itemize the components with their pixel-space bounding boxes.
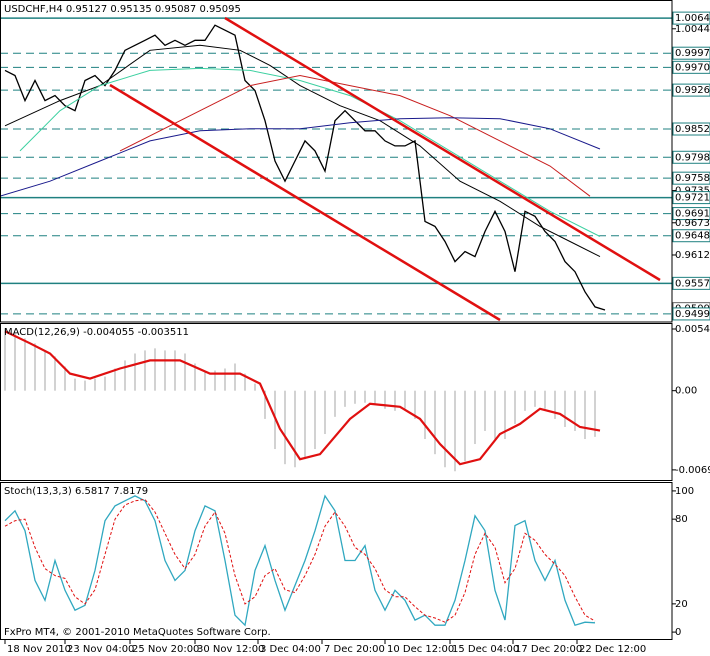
y-tick-label: 80: [675, 514, 688, 525]
plot: [4, 494, 596, 627]
x-tick-label: 30 Nov 12:00: [197, 644, 264, 655]
panel-border: [0, 482, 673, 640]
y-tick-label: 0.97216: [675, 193, 710, 204]
indicator-line: [0, 117, 601, 197]
x-tick-label: 23 Nov 04:00: [67, 644, 134, 655]
y-tick-label: 0.98526: [675, 124, 710, 135]
y-tick-label: 1.00644: [675, 13, 710, 24]
y-tick-label: 0.00542: [675, 324, 710, 335]
indicator-line: [119, 74, 591, 197]
plot: [4, 328, 601, 472]
x-tick-label: 25 Nov 20:00: [132, 644, 199, 655]
x-tick-label: 17 Dec 20:00: [515, 644, 582, 655]
y-tick-label: 0.99704: [675, 62, 710, 73]
macd-panel: 0.00542 0.00 -0.00696: [4, 324, 710, 476]
x-tick-label: 3 Dec 04:00: [260, 644, 321, 655]
chart-title: MACD(12,26,9) -0.004055 -0.003511: [4, 327, 189, 338]
y-tick-label: 0.96735: [675, 218, 710, 229]
y-tick-label: 0.97587: [675, 173, 710, 184]
y-tick-label: 0.97986: [675, 152, 710, 163]
level-box: [672, 122, 710, 136]
indicator-line: [19, 67, 601, 237]
level-box: [672, 11, 710, 25]
y-tick-label: 0.95578: [675, 278, 710, 289]
y-tick-label: 0: [675, 627, 681, 638]
x-tick-label: 10 Dec 12:00: [387, 644, 454, 655]
y-tick-label: 0.96488: [675, 231, 710, 242]
level-box: [672, 307, 710, 321]
level-box: [672, 150, 710, 164]
indicator-line: [4, 330, 601, 466]
level-box: [672, 207, 710, 221]
x-tick-label: 22 Dec 12:00: [579, 644, 646, 655]
level-box: [672, 191, 710, 205]
x-tick-label: 18 Nov 2010: [7, 644, 71, 655]
level-box: [672, 60, 710, 74]
chart-title: Stoch(13,3,3) 6.5817 7.8179: [4, 486, 148, 497]
y-tick-label: 0.99974: [675, 48, 710, 59]
indicator-line: [4, 44, 601, 258]
indicator-line: [4, 498, 596, 623]
stoch-panel: 100 80 20 0: [4, 486, 694, 638]
footer: FxPro MT4, © 2001-2010 MetaQuotes Softwa…: [4, 627, 271, 638]
price-line: [4, 24, 606, 311]
x-tick-label: 15 Dec 04:00: [452, 644, 519, 655]
chart-title: USDCHF,H4 0.95127 0.95135 0.95087 0.9509…: [4, 4, 241, 15]
x-tick-label: 7 Dec 20:00: [324, 644, 385, 655]
y-tick-label: 100: [675, 486, 694, 497]
channel-line: [224, 16, 661, 282]
panel-border: [0, 323, 673, 481]
level-box: [672, 276, 710, 290]
y-tick-label: 0.00: [675, 386, 697, 397]
channel-line: [109, 83, 501, 322]
channel: [109, 16, 661, 322]
level-box: [672, 171, 710, 185]
y-tick-label: 0.94994: [675, 309, 710, 320]
y-tick-label: 20: [675, 599, 688, 610]
level-box: [672, 229, 710, 243]
y-tick-label: 0.96911: [675, 209, 710, 220]
panel-border: [0, 0, 673, 323]
plot: [0, 17, 672, 315]
indicator-line: [4, 494, 596, 627]
y-tick-label: 0.99269: [675, 85, 710, 96]
level-box: [672, 46, 710, 60]
y-tick-label: -0.00696: [675, 465, 710, 476]
level-box: [672, 83, 710, 97]
